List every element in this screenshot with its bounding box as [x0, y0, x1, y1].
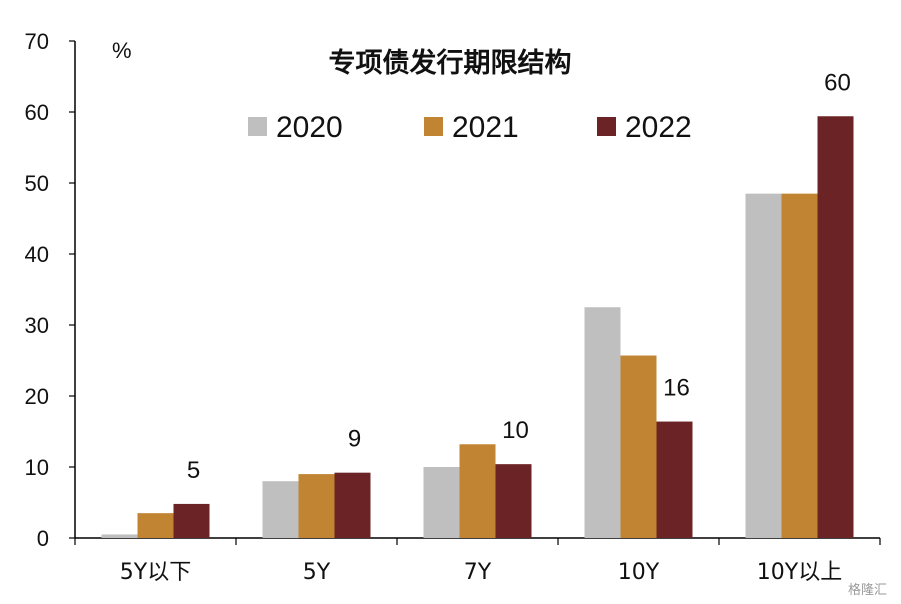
bar-2020-2 — [423, 467, 460, 538]
legend-swatch-2020 — [248, 117, 267, 136]
y-tick-label: 10 — [25, 455, 49, 480]
bar-2021-0 — [137, 513, 174, 538]
legend-label-2021: 2021 — [452, 111, 519, 144]
data-label: 16 — [663, 375, 690, 402]
legend-swatch-2022 — [597, 117, 616, 136]
data-label: 9 — [348, 426, 361, 453]
y-tick-label: 20 — [25, 384, 49, 409]
legend-label-2022: 2022 — [625, 111, 692, 144]
bar-2020-0 — [101, 534, 138, 538]
chart-title: 专项债发行期限结构 — [329, 47, 572, 79]
data-label: 10 — [502, 417, 529, 444]
data-label: 60 — [824, 69, 851, 96]
y-tick-label: 50 — [25, 171, 49, 196]
bar-2022-2 — [495, 464, 532, 538]
bar-2020-1 — [262, 481, 299, 538]
bar-2022-0 — [173, 503, 210, 538]
y-tick-label: 0 — [37, 526, 49, 551]
watermark: 格隆汇 — [847, 583, 887, 598]
bar-2022-4 — [817, 116, 854, 538]
unit-label: % — [112, 38, 132, 63]
x-tick-label: 5Y以下 — [120, 560, 191, 585]
bar-2020-3 — [584, 307, 621, 538]
legend-swatch-2021 — [424, 117, 443, 136]
bar-2022-3 — [656, 421, 693, 538]
y-tick-label: 70 — [25, 29, 49, 54]
bar-2020-4 — [745, 193, 782, 538]
bar-2021-1 — [298, 474, 335, 538]
x-tick-label: 10Y — [618, 560, 660, 585]
legend-label-2020: 2020 — [276, 111, 343, 144]
x-tick-label: 5Y — [303, 560, 331, 585]
y-tick-label: 60 — [25, 100, 49, 125]
bar-2021-4 — [781, 193, 818, 538]
y-tick-label: 40 — [25, 242, 49, 267]
bar-2021-2 — [459, 444, 496, 538]
y-tick-label: 30 — [25, 313, 49, 338]
bar-2022-1 — [334, 472, 371, 538]
data-label: 5 — [187, 457, 200, 484]
bar-2021-3 — [620, 355, 657, 538]
x-tick-label: 7Y — [464, 560, 492, 585]
x-tick-label: 10Y以上 — [757, 560, 842, 585]
